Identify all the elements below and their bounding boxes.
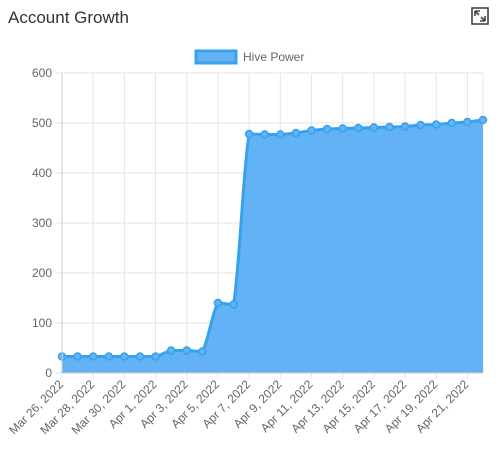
- y-tick-label: 100: [32, 316, 52, 330]
- data-point: [369, 123, 379, 132]
- data-point: [276, 130, 285, 139]
- data-point: [166, 346, 176, 355]
- y-tick-label: 600: [32, 66, 52, 80]
- data-point: [182, 346, 191, 355]
- y-tick-label: 300: [32, 216, 52, 230]
- data-point: [307, 126, 316, 135]
- data-point: [73, 352, 82, 361]
- data-point: [229, 300, 238, 309]
- data-point: [291, 128, 301, 138]
- legend-swatch: [194, 49, 238, 65]
- data-point: [431, 120, 441, 129]
- data-point: [213, 298, 223, 308]
- data-point: [478, 115, 488, 125]
- data-point: [447, 118, 457, 128]
- y-tick-label: 500: [32, 116, 52, 130]
- data-point: [244, 129, 254, 139]
- data-point: [88, 352, 98, 361]
- data-point: [463, 117, 472, 127]
- legend-label: Hive Power: [243, 50, 304, 64]
- data-point: [338, 124, 347, 133]
- data-point: [120, 352, 129, 361]
- data-point: [322, 124, 332, 134]
- y-tick-label: 200: [32, 266, 52, 280]
- expand-icon[interactable]: [471, 7, 489, 25]
- data-point: [400, 122, 410, 131]
- data-point: [354, 123, 363, 133]
- y-tick-label: 400: [32, 166, 52, 180]
- data-point: [151, 352, 160, 361]
- data-point: [104, 352, 114, 361]
- hive-power-area: [62, 120, 483, 373]
- data-point: [385, 122, 394, 132]
- y-tick-label: 0: [45, 366, 52, 380]
- data-point: [198, 347, 207, 356]
- data-point: [416, 120, 425, 130]
- data-point: [260, 130, 269, 139]
- data-point: [135, 352, 145, 361]
- widget-title: Account Growth: [8, 8, 129, 27]
